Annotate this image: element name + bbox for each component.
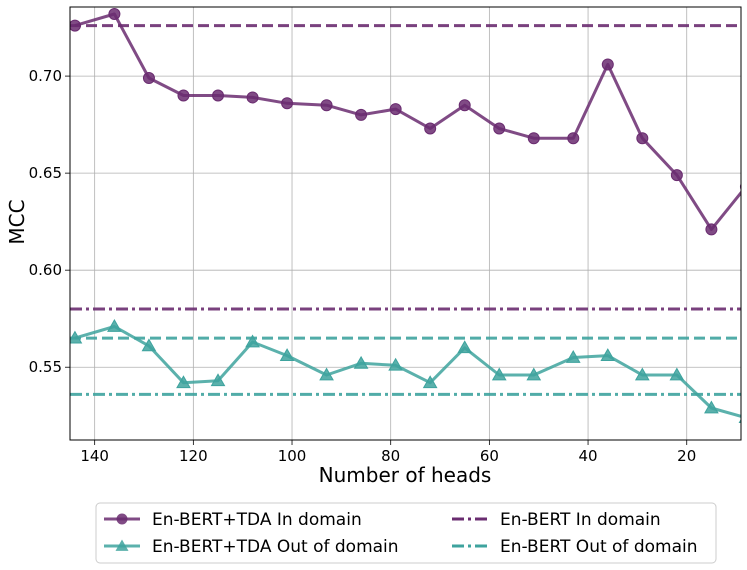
data-point-triangle [457, 340, 473, 354]
data-point-circle [601, 58, 614, 71]
legend: En-BERT+TDA In domain En-BERT+TDA Out of … [95, 502, 717, 564]
data-point-triangle [526, 367, 542, 381]
data-point-triangle [176, 375, 191, 389]
data-series [70, 7, 741, 424]
legend-item: En-BERT Out of domain [452, 537, 698, 557]
x-axis-label: Number of heads [319, 463, 492, 487]
data-point-circle [705, 223, 718, 236]
legend-item: En-BERT+TDA Out of domain [104, 537, 399, 557]
legend-box [95, 502, 717, 564]
data-point-circle [177, 89, 190, 102]
data-point-circle [493, 122, 506, 135]
y-axis-label: MCC [5, 199, 29, 244]
data-point-circle [424, 122, 437, 135]
x-tick-label: 40 [579, 447, 598, 465]
data-point-circle [281, 97, 294, 110]
grid [70, 7, 741, 440]
reference-lines [70, 24, 741, 396]
data-point-triangle [210, 373, 226, 387]
data-point-triangle [245, 334, 260, 348]
data-point-circle [670, 169, 683, 182]
data-point-triangle [107, 318, 122, 332]
y-tick-label: 0.60 [29, 261, 62, 279]
data-point-triangle [279, 348, 295, 361]
data-point-circle [355, 108, 368, 121]
legend-item: En-BERT In domain [452, 510, 661, 530]
series-group [70, 7, 741, 424]
y-tick-label: 0.70 [29, 67, 62, 85]
x-tick-label: 20 [677, 447, 696, 465]
data-point-triangle [704, 400, 719, 414]
x-tick-label: 60 [480, 447, 499, 465]
data-point-circle [212, 89, 225, 102]
data-point-circle [567, 132, 580, 145]
data-point-circle [458, 99, 471, 112]
data-point-triangle [353, 355, 369, 369]
data-point-triangle [141, 338, 157, 352]
axis-ticks: 140 120 100 80 60 40 20 0.55 0.60 0.65 0.70 [29, 67, 697, 465]
data-point-circle [527, 132, 540, 145]
data-point-triangle [388, 357, 403, 371]
data-point-circle [320, 99, 333, 112]
data-point-triangle [491, 367, 507, 381]
data-point-circle [142, 72, 155, 85]
x-tick-label: 80 [381, 447, 400, 465]
legend-label: En-BERT In domain [500, 510, 661, 530]
x-tick-label: 100 [278, 447, 307, 465]
data-point-triangle [600, 348, 616, 361]
x-tick-label: 140 [80, 447, 109, 465]
data-point-triangle [669, 367, 685, 381]
y-tick-label: 0.55 [29, 358, 62, 376]
data-point-triangle [319, 367, 334, 381]
data-point-triangle [70, 330, 83, 344]
series-line [74, 12, 741, 231]
legend-circle-marker [116, 513, 128, 525]
data-point-circle [636, 132, 649, 145]
y-tick-label: 0.65 [29, 164, 62, 182]
legend-label: En-BERT+TDA Out of domain [152, 537, 399, 557]
data-point-circle [108, 7, 121, 20]
legend-item: En-BERT+TDA In domain [104, 510, 362, 530]
legend-triangle-marker [115, 539, 129, 551]
legend-label: En-BERT Out of domain [500, 537, 698, 557]
x-tick-label: 120 [179, 447, 208, 465]
series-line [74, 325, 741, 418]
data-point-triangle [422, 375, 438, 389]
data-point-circle [246, 91, 259, 104]
data-point-circle [70, 19, 81, 32]
plot-area-frame [69, 6, 742, 441]
data-point-triangle [634, 367, 650, 381]
legend-label: En-BERT+TDA In domain [152, 510, 362, 530]
data-point-circle [389, 103, 402, 116]
data-point-triangle [565, 350, 581, 363]
